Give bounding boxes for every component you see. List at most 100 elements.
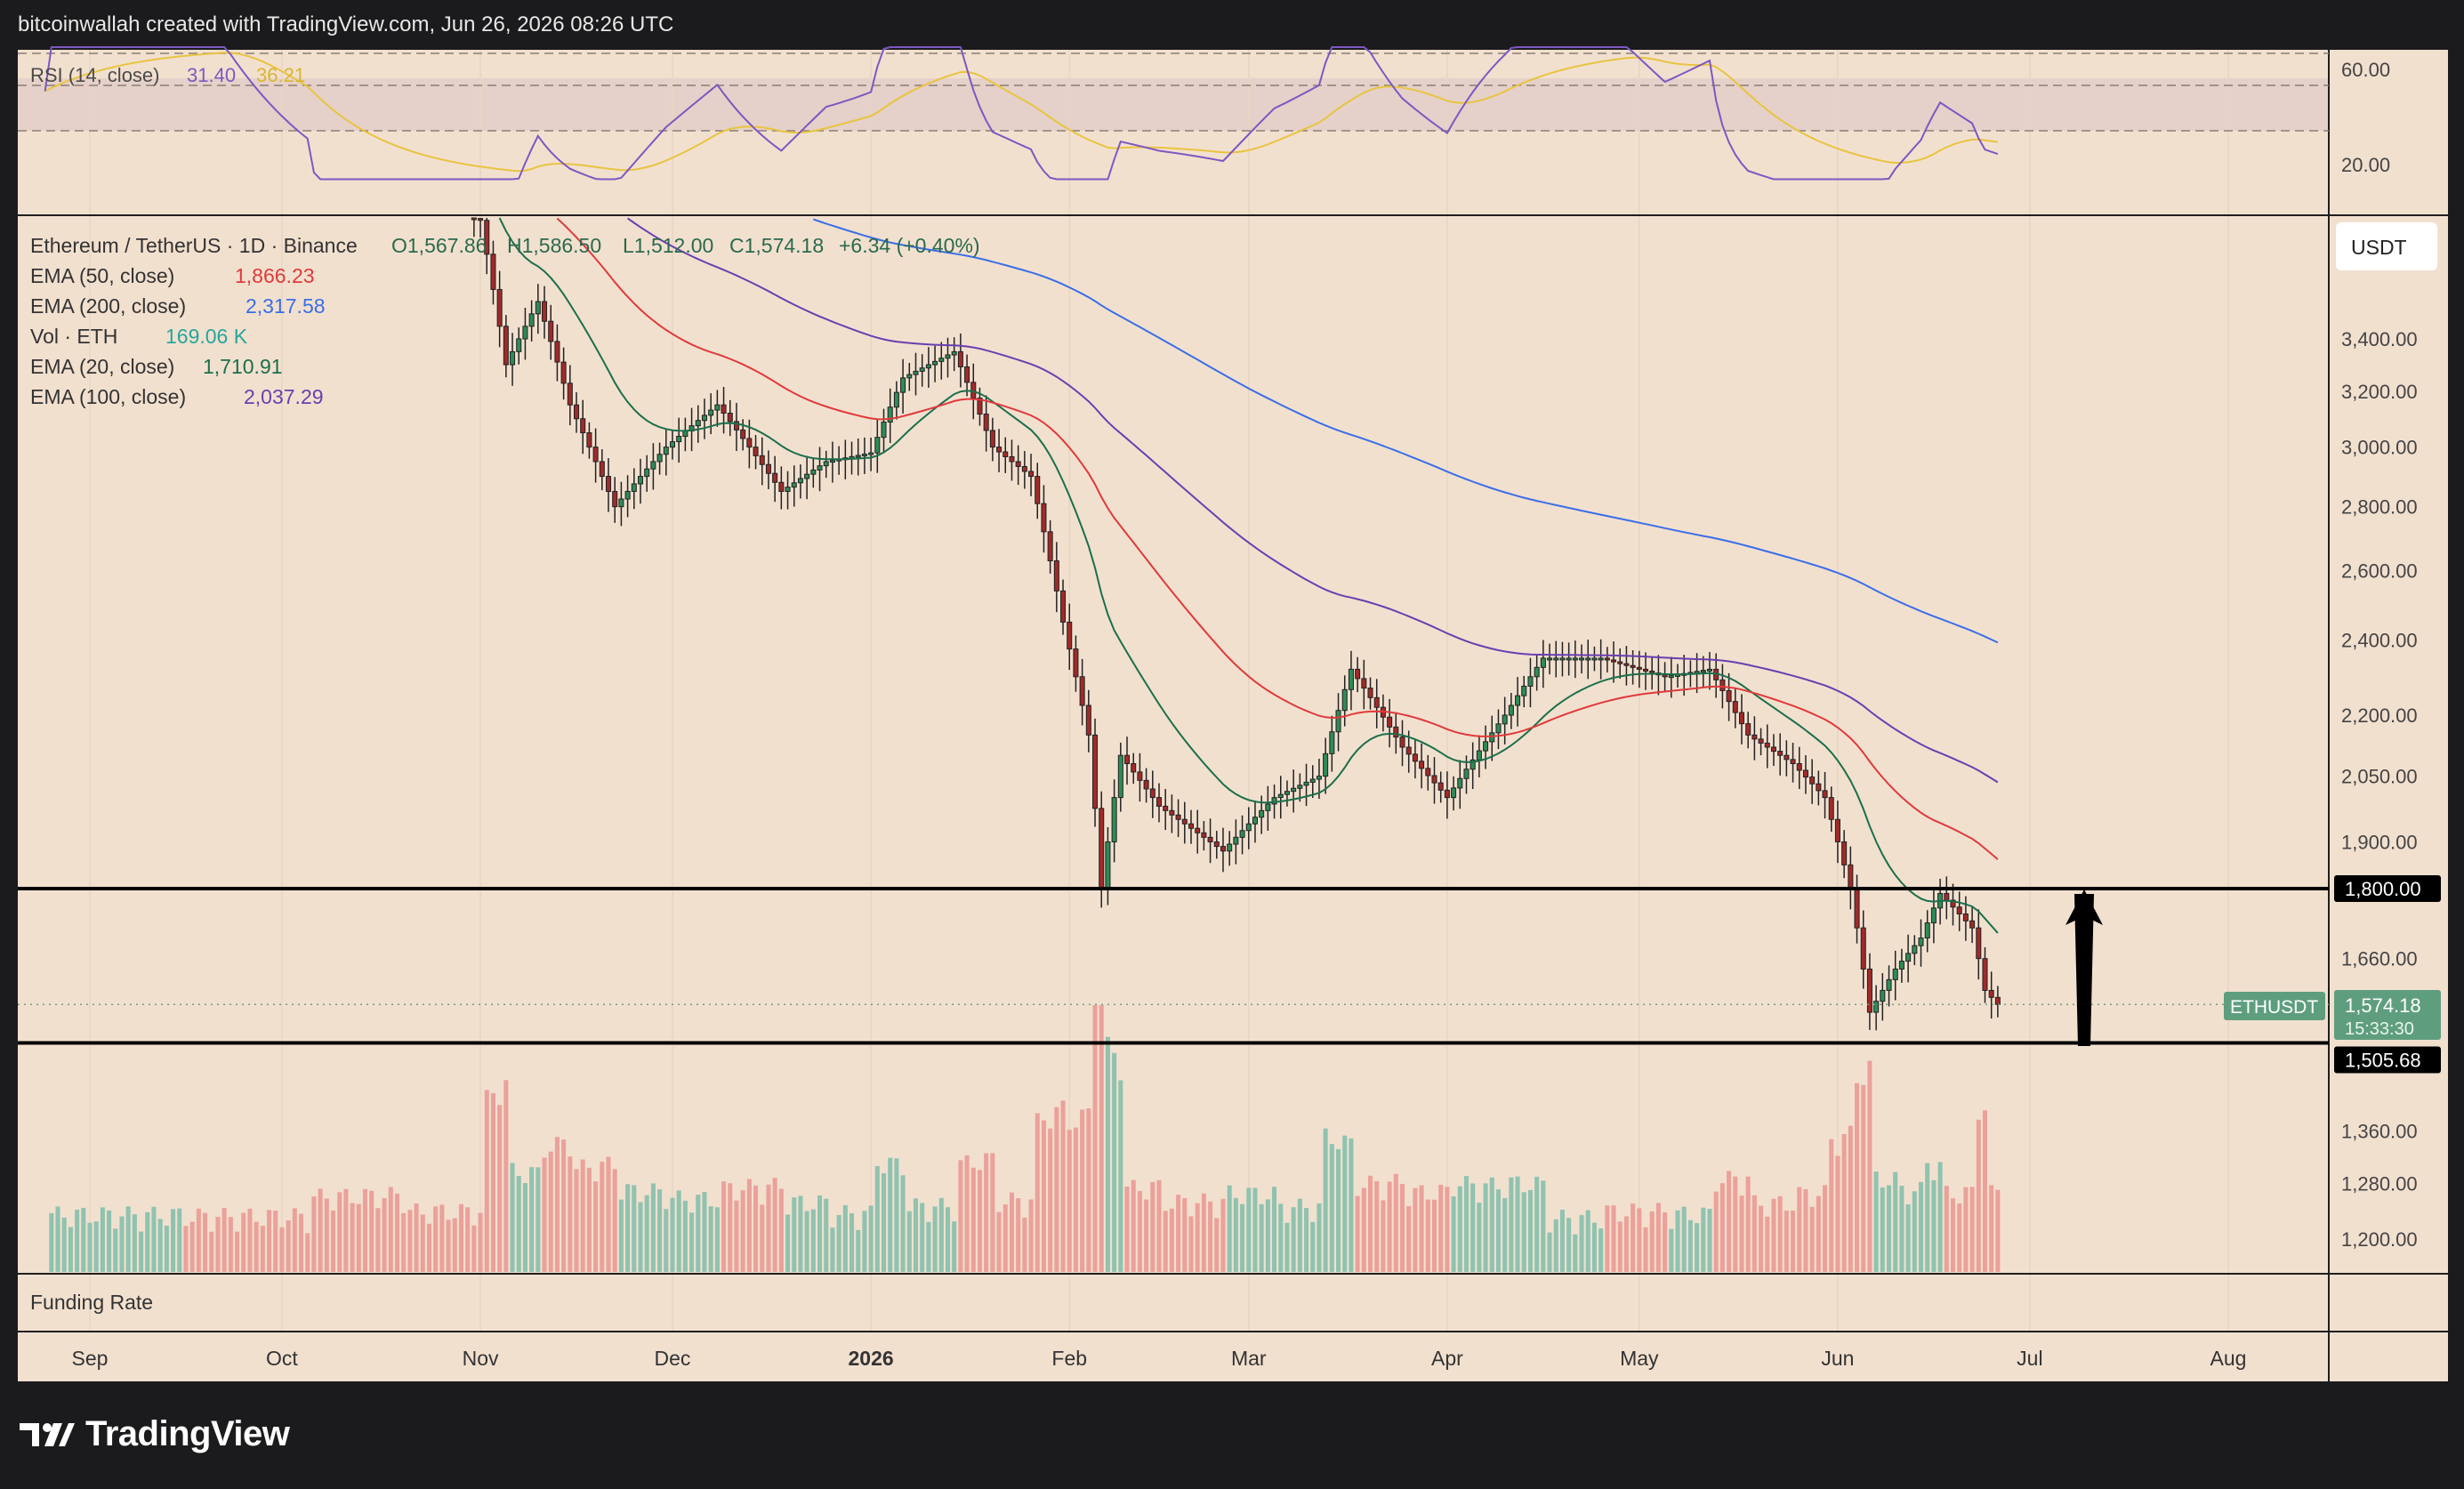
candle-body [644, 468, 650, 478]
volume-bar [1816, 1195, 1821, 1272]
volume-bar [1355, 1195, 1360, 1272]
candle-body [970, 382, 977, 399]
candle-body [624, 490, 631, 500]
candle-body [1547, 657, 1553, 661]
candle-body [1239, 830, 1245, 838]
volume-bar [1591, 1222, 1597, 1272]
volume-bar [1681, 1206, 1687, 1272]
candle-body [1329, 731, 1335, 754]
candle-body [1316, 776, 1322, 780]
volume-bar [1176, 1195, 1181, 1272]
volume-bar [75, 1209, 80, 1272]
tradingview-wordmark: TradingView [85, 1414, 290, 1453]
volume-bar [696, 1195, 701, 1272]
candle-body [1073, 648, 1079, 678]
candle-body [1802, 769, 1808, 778]
candle-body [1297, 785, 1303, 789]
volume-bar [1649, 1211, 1655, 1272]
volume-bar [1707, 1208, 1712, 1272]
volume-bar [1483, 1183, 1488, 1272]
volume-bar [1937, 1162, 1943, 1272]
candle-body [605, 476, 612, 492]
candle-body [1873, 1001, 1880, 1013]
candle-body [1470, 759, 1476, 770]
volume-bar [1477, 1203, 1482, 1272]
volume-bar [1086, 1107, 1091, 1272]
volume-bar [1342, 1135, 1348, 1272]
candle-body [1834, 818, 1840, 842]
volume-bar [1457, 1186, 1462, 1272]
candle-body [535, 301, 541, 315]
candle-body [874, 437, 881, 454]
candle-body [1348, 668, 1354, 690]
volume-bar [753, 1185, 759, 1272]
volume-bar [708, 1206, 713, 1272]
candle-body [1777, 751, 1784, 756]
candle-body [1105, 841, 1111, 889]
volume-bar [1431, 1199, 1437, 1272]
rsi-ma-line [44, 52, 1999, 173]
candle-body [1706, 668, 1713, 672]
volume-bar [554, 1137, 560, 1272]
candle-body [1035, 476, 1041, 504]
candle-body [1367, 688, 1373, 698]
candle-body [1841, 841, 1848, 865]
candle-body [1630, 664, 1636, 668]
candle-body [478, 218, 484, 221]
volume-bar [600, 1162, 605, 1272]
volume-bar [1323, 1128, 1328, 1272]
volume-bar [1438, 1184, 1444, 1272]
symbol-tag [2224, 992, 2325, 1020]
volume-bar [471, 1225, 477, 1272]
candle-body [1508, 704, 1514, 716]
volume-bar [1547, 1232, 1552, 1272]
volume-bar [369, 1190, 374, 1272]
candle-body [1220, 846, 1226, 852]
volume-bar [676, 1190, 681, 1272]
candle-body [1188, 823, 1195, 829]
candle-body [1495, 723, 1502, 734]
price-marker-1505 [2334, 1046, 2441, 1074]
volume-bar [1310, 1221, 1316, 1272]
volume-bar [1835, 1155, 1840, 1272]
volume-bar [1791, 1211, 1796, 1272]
currency-badge[interactable] [2336, 222, 2437, 270]
candle-body [1956, 906, 1962, 914]
candle-body [861, 454, 867, 457]
ohlc-close: C1,574.18 [729, 234, 824, 257]
candle-body [1950, 899, 1956, 908]
volume-bar [1803, 1188, 1808, 1272]
volume-bar [958, 1160, 963, 1272]
candle-body [1123, 754, 1131, 765]
volume-bar [337, 1192, 342, 1272]
tradingview-logo[interactable]: TradingView [20, 1414, 290, 1454]
volume-bar [55, 1206, 60, 1272]
volume-bar [497, 1105, 503, 1272]
volume-bar [548, 1151, 553, 1272]
volume-bar [1751, 1195, 1757, 1272]
candle-body [592, 447, 599, 463]
candle-body [1828, 797, 1834, 820]
volume-bar [535, 1167, 541, 1272]
volume-bar [938, 1197, 944, 1272]
volume-bar [305, 1233, 310, 1272]
volume-bar [1425, 1199, 1430, 1272]
candle-body [983, 414, 989, 431]
candle-body [1335, 710, 1341, 733]
volume-bar [1931, 1179, 1937, 1272]
volume-bar [1784, 1211, 1789, 1272]
volume-bar [1873, 1171, 1879, 1272]
candle-body [663, 447, 669, 455]
volume-bar [1841, 1134, 1847, 1272]
candle-body [496, 288, 503, 327]
volume-bar [529, 1167, 535, 1272]
candle-body [1111, 797, 1117, 842]
candle-body [1444, 789, 1450, 799]
candle-body [1419, 761, 1425, 769]
volume-bar [286, 1219, 291, 1272]
candle-body [1642, 668, 1649, 672]
volume-bar [151, 1206, 157, 1272]
candle-body [1303, 781, 1309, 786]
volume-bar [1361, 1187, 1366, 1272]
